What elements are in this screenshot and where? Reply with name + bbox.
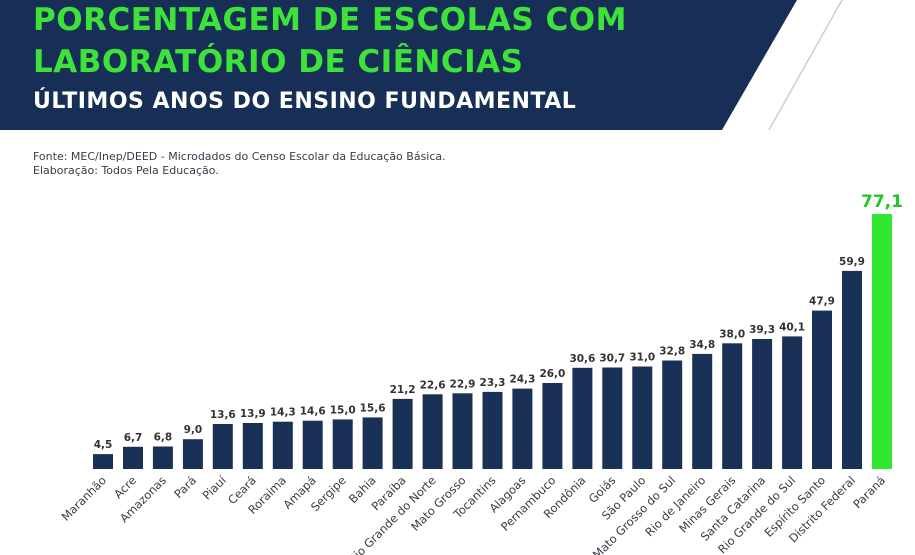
bar bbox=[482, 391, 503, 469]
bar bbox=[422, 394, 443, 469]
bar bbox=[842, 270, 862, 469]
category-label: Pará bbox=[171, 473, 199, 501]
bar bbox=[542, 383, 563, 469]
header-banner bbox=[0, 0, 843, 130]
value-label: 13,9 bbox=[240, 408, 266, 420]
title-line-1: PORCENTAGEM DE ESCOLAS COM bbox=[33, 2, 627, 38]
value-label: 14,6 bbox=[300, 406, 326, 418]
bar bbox=[812, 310, 832, 469]
title-line-2: LABORATÓRIO DE CIÊNCIAS bbox=[33, 44, 524, 80]
value-label: 6,8 bbox=[154, 432, 173, 444]
category-label: Maranhão bbox=[59, 473, 109, 523]
subtitle: ÚLTIMOS ANOS DO ENSINO FUNDAMENTAL bbox=[33, 89, 577, 114]
bar bbox=[152, 446, 173, 469]
value-label: 77,1 bbox=[861, 192, 903, 212]
value-label: 4,5 bbox=[94, 439, 113, 451]
value-label: 30,6 bbox=[569, 353, 595, 365]
value-label: 26,0 bbox=[539, 368, 565, 380]
value-label: 22,9 bbox=[450, 378, 476, 390]
value-label: 34,8 bbox=[689, 339, 715, 351]
bar bbox=[752, 339, 773, 469]
source-note: Fonte: MEC/Inep/DEED - Microdados do Cen… bbox=[33, 150, 446, 163]
value-label: 39,3 bbox=[749, 324, 775, 336]
bar bbox=[332, 419, 353, 469]
value-label: 59,9 bbox=[839, 256, 865, 268]
value-label: 31,0 bbox=[629, 352, 655, 364]
value-label: 22,6 bbox=[420, 379, 446, 391]
bar bbox=[362, 417, 383, 469]
bar bbox=[242, 423, 263, 469]
value-label: 30,7 bbox=[599, 353, 625, 365]
bar bbox=[692, 353, 713, 469]
value-label: 47,9 bbox=[809, 296, 835, 308]
category-label: Paraná bbox=[850, 473, 888, 511]
bar bbox=[512, 388, 533, 469]
banner-accent-line bbox=[768, 0, 843, 130]
bar bbox=[182, 439, 203, 469]
bar bbox=[662, 360, 683, 469]
bar bbox=[632, 366, 653, 469]
value-label: 24,3 bbox=[509, 374, 535, 386]
value-label: 15,6 bbox=[360, 402, 386, 414]
bar bbox=[212, 424, 233, 469]
bar bbox=[602, 367, 623, 469]
value-label: 9,0 bbox=[184, 424, 203, 436]
bar-highlight bbox=[872, 214, 892, 469]
bar bbox=[572, 367, 593, 469]
bar bbox=[452, 393, 473, 469]
value-label: 15,0 bbox=[330, 404, 356, 416]
value-label: 40,1 bbox=[779, 321, 805, 333]
value-label: 38,0 bbox=[719, 328, 745, 340]
value-label: 32,8 bbox=[659, 346, 685, 358]
bar bbox=[782, 336, 803, 469]
credit-note: Elaboração: Todos Pela Educação. bbox=[33, 164, 219, 177]
bar bbox=[722, 343, 743, 469]
value-label: 14,3 bbox=[270, 407, 296, 419]
bar bbox=[392, 398, 413, 469]
value-label: 13,6 bbox=[210, 409, 236, 421]
bar bbox=[93, 454, 113, 469]
bar bbox=[272, 421, 293, 469]
value-label: 21,2 bbox=[390, 384, 416, 396]
value-label: 23,3 bbox=[480, 377, 506, 389]
bar bbox=[123, 446, 143, 469]
bar bbox=[302, 420, 323, 469]
value-label: 6,7 bbox=[124, 432, 143, 444]
banner-navy bbox=[0, 0, 797, 130]
